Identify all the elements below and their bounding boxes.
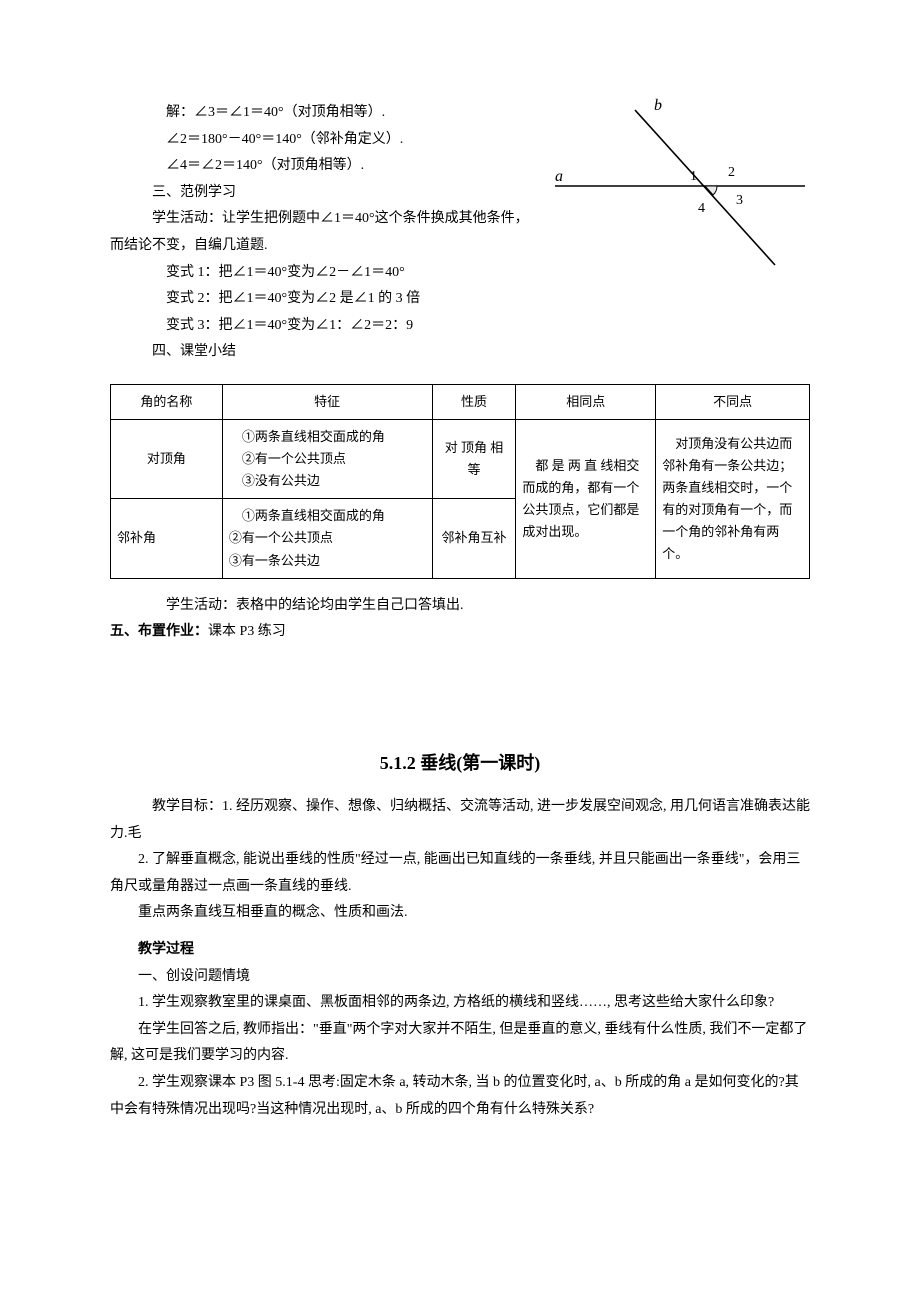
homework-label: 五、布置作业： [110,624,208,639]
homework-line: 五、布置作业：课本 P3 练习 [110,619,810,646]
row1-feature: ①两条直线相交面成的角 ②有一个公共顶点 ③没有公共边 [222,420,432,499]
variant-2: 变式 2：把∠1＝40°变为∠2 是∠1 的 3 倍 [110,286,810,313]
proc-h1: 一、创设问题情境 [110,964,810,991]
label-4: 4 [698,201,705,216]
th-feature: 特征 [222,384,432,419]
cell-same: 都 是 两 直 线相交而成的角，都有一个公共顶点，它们都是成对出现。 [516,420,656,579]
lesson2-keypoint: 重点两条直线互相垂直的概念、性质和画法. [110,900,810,927]
angle-comparison-table: 角的名称 特征 性质 相同点 不同点 对顶角 ①两条直线相交面成的角 ②有一个公… [110,384,810,579]
variant-3: 变式 3：把∠1＝40°变为∠1：∠2＝2：9 [110,313,810,340]
th-diff: 不同点 [656,384,810,419]
proc-label: 教学过程 [110,937,810,964]
proc-p3: 2. 学生观察课本 P3 图 5.1-4 思考:固定木条 a, 转动木条, 当 … [110,1070,810,1123]
label-b: b [654,97,662,114]
student-activity-2: 学生活动：表格中的结论均由学生自己口答填出. [110,593,810,620]
label-3: 3 [736,193,743,208]
lesson2-title: 5.1.2 垂线(第一课时) [110,746,810,780]
section-4-heading: 四、课堂小结 [110,339,810,366]
th-property: 性质 [432,384,516,419]
homework-text: 课本 P3 练习 [208,624,286,639]
cell-diff: 对顶角没有公共边而邻补角有一条公共边；两条直线相交时，一个有的对顶角有一个，而一… [656,420,810,579]
proc-p2: 在学生回答之后, 教师指出："垂直"两个字对大家并不陌生, 但是垂直的意义, 垂… [110,1017,810,1070]
row2-feature: ①两条直线相交面成的角 ②有一个公共顶点 ③有一条公共边 [222,499,432,578]
lesson2-obj1: 教学目标：1. 经历观察、操作、想像、归纳概括、交流等活动, 进一步发展空间观念… [110,794,810,847]
label-2: 2 [728,165,735,180]
label-1: 1 [690,169,697,184]
row1-prop: 对 顶角 相等 [432,420,516,499]
intersecting-lines-diagram: b a 1 2 3 4 [550,90,810,270]
th-same: 相同点 [516,384,656,419]
row1-name: 对顶角 [111,420,223,499]
row2-name: 邻补角 [111,499,223,578]
proc-p1: 1. 学生观察教室里的课桌面、黑板面相邻的两条边, 方格纸的横线和竖线……, 思… [110,990,810,1017]
th-name: 角的名称 [111,384,223,419]
label-a: a [555,168,563,185]
obj-label: 教学目标： [152,799,222,814]
lesson2-obj2: 2. 了解垂直概念, 能说出垂线的性质"经过一点, 能画出已知直线的一条垂线, … [110,847,810,900]
row2-prop: 邻补角互补 [432,499,516,578]
